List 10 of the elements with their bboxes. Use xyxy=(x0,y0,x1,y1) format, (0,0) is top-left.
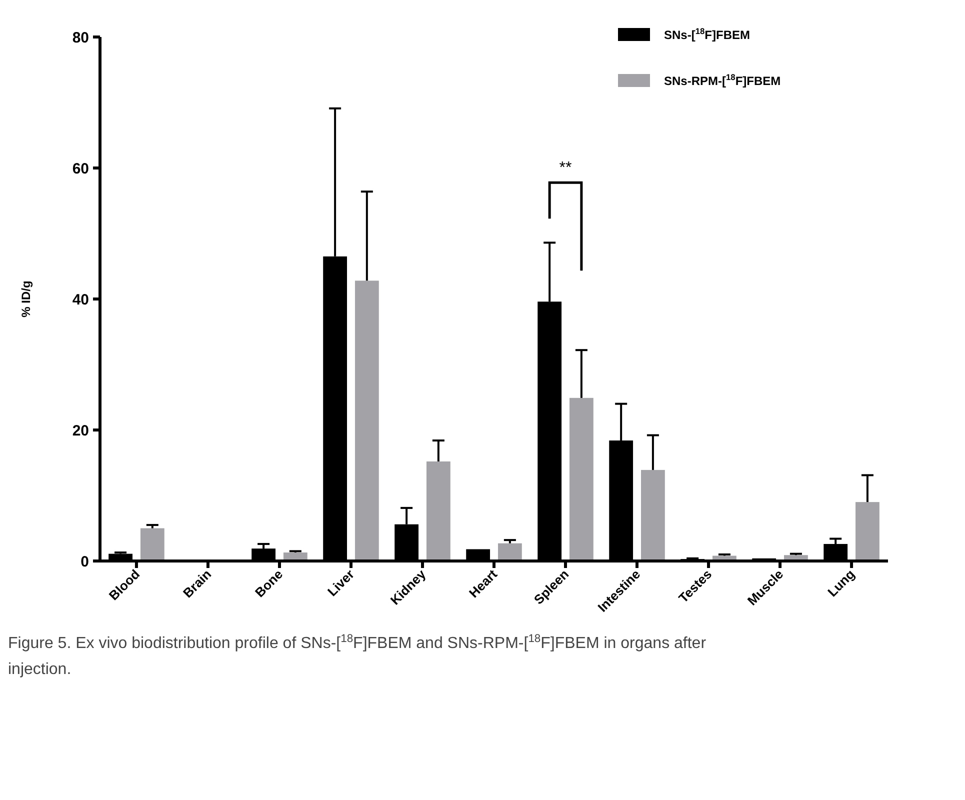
text: Figure 5. Ex vivo biodistribution profile of SNs-[$^{18}$F]FBEM and SNs-RPM-[$^{18}$F]FBEM in organs after injection. xyxy=(8,633,706,678)
y-tick-label: 80 xyxy=(72,29,89,46)
legend-label: SNs-[$^{18}$F]FBEM xyxy=(664,26,750,42)
y-tick-label: 60 xyxy=(72,160,89,178)
y-tick-label: 0 xyxy=(80,553,89,570)
y-tick-label: 20 xyxy=(72,422,89,440)
legend-label: SNs-RPM-[$^{18}$F]FBEM xyxy=(664,72,781,88)
y-axis-title: % ID/g xyxy=(19,280,33,318)
annotation: ** xyxy=(559,160,572,177)
y-tick-label: 40 xyxy=(72,291,89,308)
